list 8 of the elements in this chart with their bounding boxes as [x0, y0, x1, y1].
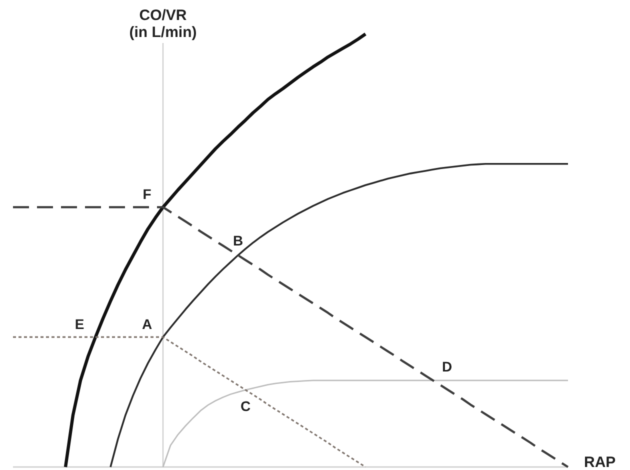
annotation: E: [74, 316, 84, 332]
annotation: B: [232, 232, 244, 248]
annotation: D: [442, 358, 452, 374]
y-axis-title: CO/VR (in L/min): [129, 7, 197, 41]
annotation: C: [240, 398, 251, 414]
x-axis-title: RAP: [584, 454, 616, 470]
annotation: F: [142, 186, 152, 202]
annotation: A: [142, 316, 152, 332]
